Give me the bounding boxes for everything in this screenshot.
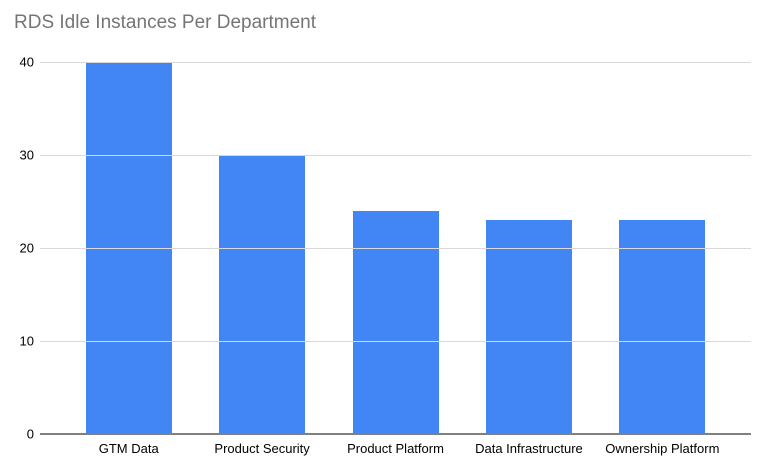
gridline	[40, 62, 751, 63]
x-axis: GTM Data Product Security Product Platform…	[62, 441, 729, 456]
bar-data-infrastructure	[485, 220, 572, 434]
y-tick-label: 20	[19, 240, 34, 256]
gridline	[40, 155, 751, 156]
x-axis-label: Ownership Platform	[605, 441, 720, 456]
x-axis-line	[40, 433, 751, 435]
gridline	[40, 341, 751, 342]
y-tick-label: 0	[26, 426, 34, 442]
x-axis-label: Data Infrastructure	[475, 441, 583, 456]
bar-slot	[596, 62, 729, 434]
x-axis-label: GTM Data	[98, 441, 159, 456]
bars-row	[62, 62, 729, 434]
bar-product-platform	[352, 210, 439, 434]
x-axis-label: Product Security	[214, 441, 310, 456]
x-axis-label: Product Platform	[347, 441, 444, 456]
y-tick-label: 10	[19, 333, 34, 349]
y-tick-label: 30	[19, 147, 34, 163]
bar-slot	[462, 62, 595, 434]
gridline	[40, 248, 751, 249]
bar-product-security	[219, 155, 306, 434]
bar-ownership-platform	[619, 220, 706, 434]
y-axis: 0 10 20 30 40	[0, 55, 34, 442]
chart-title: RDS Idle Instances Per Department	[14, 12, 317, 33]
plot-area	[40, 62, 751, 435]
y-tick-label: 40	[19, 54, 34, 70]
bar-slot	[195, 62, 328, 434]
